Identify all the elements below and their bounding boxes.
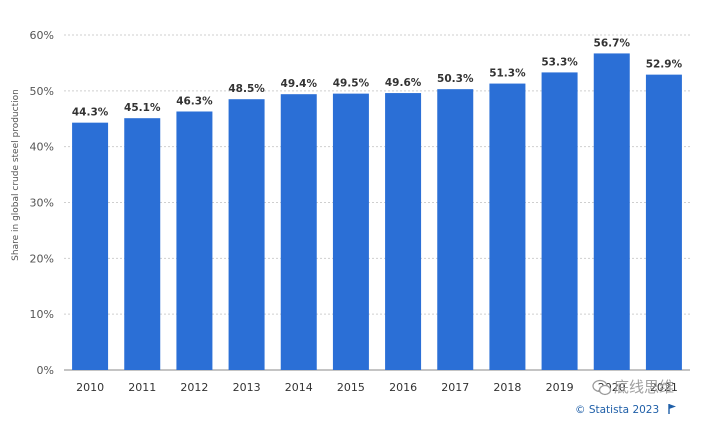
x-tick-label: 2011 <box>128 381 156 394</box>
x-tick-label: 2010 <box>76 381 104 394</box>
wechat-icon <box>592 379 612 396</box>
y-tick-label: 10% <box>30 308 54 321</box>
bar[interactable] <box>541 72 578 371</box>
data-label: 48.5% <box>228 83 265 95</box>
flag-icon <box>668 404 676 414</box>
bar[interactable] <box>385 93 422 371</box>
watermark-text: 底线思维 <box>614 378 674 396</box>
x-tick-label: 2012 <box>180 381 208 394</box>
x-tick-label: 2016 <box>389 381 417 394</box>
x-tick-label: 2019 <box>546 381 574 394</box>
data-label: 45.1% <box>124 102 161 114</box>
bar[interactable] <box>280 94 317 370</box>
labels-layer: 0% 10% 20% 30% 40% 50% 60% 44.3% 2010 45.1% 2011 46… <box>30 29 683 394</box>
y-tick-label: 20% <box>30 252 54 265</box>
statista-credit[interactable]: © Statista 2023 <box>575 404 676 416</box>
bar[interactable] <box>489 83 526 370</box>
y-tick-label: 60% <box>30 29 54 42</box>
data-label: 51.3% <box>489 68 526 80</box>
data-label: 56.7% <box>594 37 631 49</box>
bar[interactable] <box>72 122 109 371</box>
bar[interactable] <box>437 89 474 371</box>
y-tick-label: 30% <box>30 197 54 210</box>
x-tick-label: 2013 <box>233 381 261 394</box>
y-tick-label: 50% <box>30 85 54 98</box>
data-label: 50.3% <box>437 73 474 85</box>
x-tick-label: 2017 <box>441 381 469 394</box>
bars-layer <box>72 53 682 371</box>
x-tick-label: 2014 <box>285 381 313 394</box>
data-label: 49.5% <box>333 78 370 90</box>
bar[interactable] <box>593 53 630 371</box>
x-tick-label: 2018 <box>493 381 521 394</box>
y-tick-label: 0% <box>37 364 54 377</box>
data-label: 52.9% <box>646 59 683 71</box>
data-label: 49.4% <box>281 78 318 90</box>
y-tick-label: 40% <box>30 141 54 154</box>
x-tick-label: 2021 <box>650 381 678 394</box>
data-label: 46.3% <box>176 95 213 107</box>
data-label: 49.6% <box>385 77 422 89</box>
data-label: 44.3% <box>72 107 109 119</box>
bar[interactable] <box>228 99 265 370</box>
x-tick-label: 2015 <box>337 381 365 394</box>
bar[interactable] <box>645 74 682 371</box>
data-label: 53.3% <box>541 56 578 68</box>
bar[interactable] <box>176 111 213 370</box>
bar[interactable] <box>124 118 161 370</box>
grid-layer <box>64 34 690 371</box>
credit-text[interactable]: © Statista 2023 <box>575 404 659 416</box>
y-axis-title: Share in global crude steel production <box>11 89 21 261</box>
bar[interactable] <box>332 93 369 370</box>
watermark: 底线思维 <box>592 378 674 396</box>
